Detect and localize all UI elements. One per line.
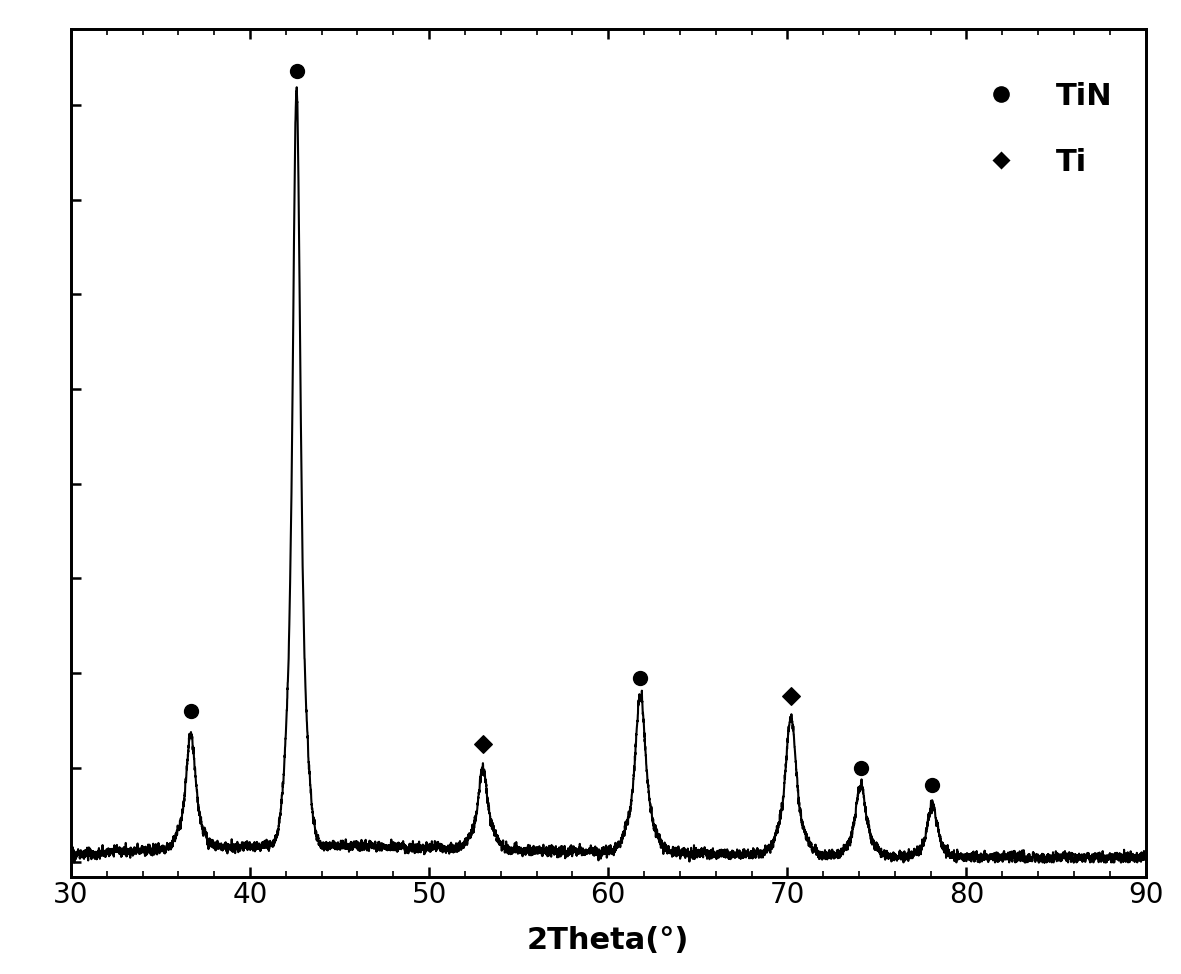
Point [474,736,492,752]
Point [182,703,201,719]
X-axis label: 2Theta(°): 2Theta(°) [527,926,690,955]
Point [852,760,870,775]
Point [782,689,801,704]
Point [631,670,650,686]
Point [287,63,306,79]
Point [924,777,942,793]
Legend: TiN, Ti: TiN, Ti [958,70,1125,189]
